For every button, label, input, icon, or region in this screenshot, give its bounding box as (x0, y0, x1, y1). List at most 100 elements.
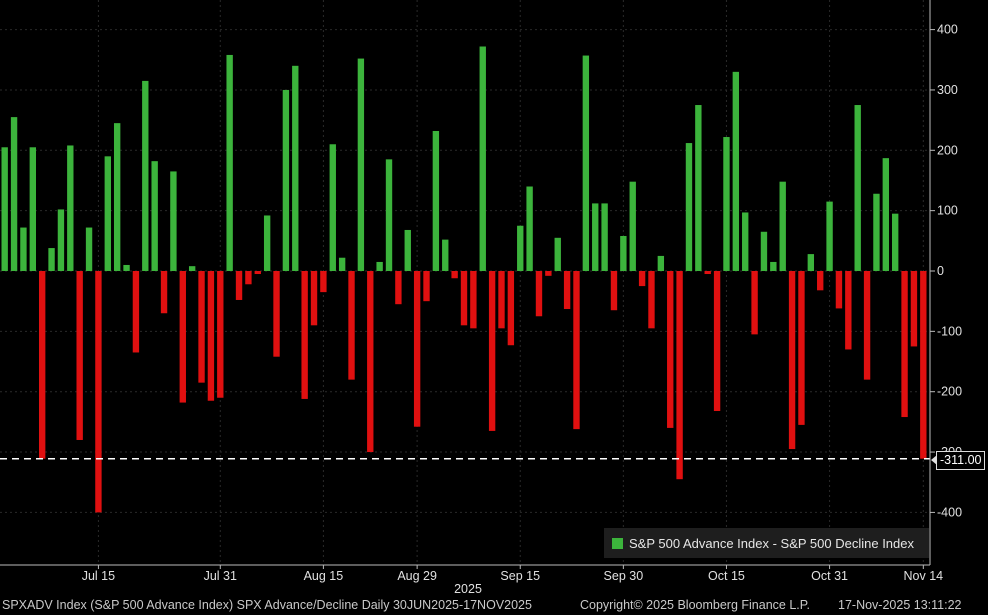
bar (10, 117, 18, 271)
bar (67, 145, 74, 271)
bar (807, 254, 815, 271)
chart-legend: S&P 500 Advance Index - S&P 500 Decline … (604, 528, 929, 558)
bar (507, 271, 515, 346)
bar (788, 271, 796, 450)
legend-swatch (612, 537, 623, 549)
bar (357, 58, 365, 272)
bar (442, 239, 449, 271)
bar (263, 215, 271, 271)
bar (226, 54, 233, 272)
bar (385, 159, 393, 271)
x-tick-label: Aug 29 (397, 569, 437, 583)
bar (695, 105, 702, 271)
bar (348, 271, 355, 380)
bar (188, 266, 196, 271)
bar (395, 271, 402, 305)
bar (517, 225, 524, 271)
bar (423, 271, 430, 302)
bar (142, 80, 149, 272)
bar (817, 271, 824, 291)
bar (835, 271, 843, 309)
x-tick-label: Sep 30 (604, 569, 644, 583)
footer-timestamp: 17-Nov-2025 13:11:22 (838, 598, 962, 612)
chart-bars (1, 46, 927, 513)
bar (526, 186, 533, 271)
bar (554, 237, 561, 271)
bar (413, 271, 421, 427)
bar (432, 130, 440, 271)
bar (563, 271, 571, 310)
bar (123, 264, 130, 271)
x-tick-label: Nov 14 (904, 569, 944, 583)
bar (170, 171, 177, 271)
bar (217, 271, 224, 398)
footer: SPXADV Index (S&P 500 Advance Index) SPX… (0, 594, 988, 615)
y-tick-label: 200 (937, 143, 958, 157)
bar (882, 158, 890, 271)
bar (845, 271, 852, 350)
bar (179, 271, 186, 403)
bar (329, 144, 336, 271)
bar (292, 65, 299, 271)
bar (451, 271, 458, 279)
bar (910, 271, 918, 347)
bar (1, 147, 8, 271)
bar (235, 271, 243, 300)
bar (367, 271, 374, 453)
bar (779, 181, 786, 271)
bar (545, 271, 552, 276)
bar (723, 137, 730, 271)
bar (29, 147, 36, 271)
bar (798, 271, 805, 425)
bar (901, 271, 908, 418)
bar (760, 231, 768, 271)
bar (376, 261, 383, 271)
bar (770, 261, 777, 271)
bar (488, 271, 496, 431)
bar (310, 271, 318, 326)
bar (704, 271, 711, 275)
bar (920, 271, 927, 459)
bar (151, 161, 158, 271)
x-tick-label: Oct 31 (811, 569, 848, 583)
bar (38, 271, 46, 459)
bar (470, 271, 477, 329)
bar (198, 271, 205, 383)
bar (254, 271, 261, 275)
x-tick-label: Oct 15 (708, 569, 745, 583)
bar (132, 271, 140, 353)
footer-copyright: Copyright© 2025 Bloomberg Finance L.P. (580, 598, 810, 612)
y-tick-label: 100 (937, 204, 958, 218)
bar (629, 181, 636, 271)
bar (610, 271, 618, 311)
bar (479, 46, 486, 271)
bar (685, 143, 693, 271)
y-tick-label: 300 (937, 83, 958, 97)
bar (535, 271, 543, 317)
bar (582, 55, 590, 271)
y-tick-label: -400 (937, 505, 962, 519)
bar (320, 271, 327, 293)
x-tick-label: Aug 15 (304, 569, 344, 583)
bar (657, 255, 665, 271)
bar (76, 271, 83, 440)
x-axis: Jul 15 Jul 31 Aug 15 Aug 29 Sep 15 Sep 30 Oct … (0, 564, 944, 594)
bar (676, 271, 683, 480)
reference-value-callout: -311.00 (930, 451, 986, 470)
bar (742, 212, 749, 271)
legend-label: S&P 500 Advance Index - S&P 500 Decline … (629, 535, 914, 551)
bar (713, 271, 721, 412)
bar (20, 227, 27, 271)
bar (892, 213, 899, 271)
bar (104, 156, 111, 271)
x-tick-label: Jul 15 (82, 569, 115, 583)
bar (751, 271, 758, 335)
bar (460, 271, 468, 326)
bar (873, 193, 880, 271)
bar (338, 257, 346, 271)
x-year-label: 2025 (454, 582, 482, 594)
bar (95, 271, 102, 513)
bar (113, 123, 121, 271)
x-tick-label: Sep 15 (500, 569, 540, 583)
